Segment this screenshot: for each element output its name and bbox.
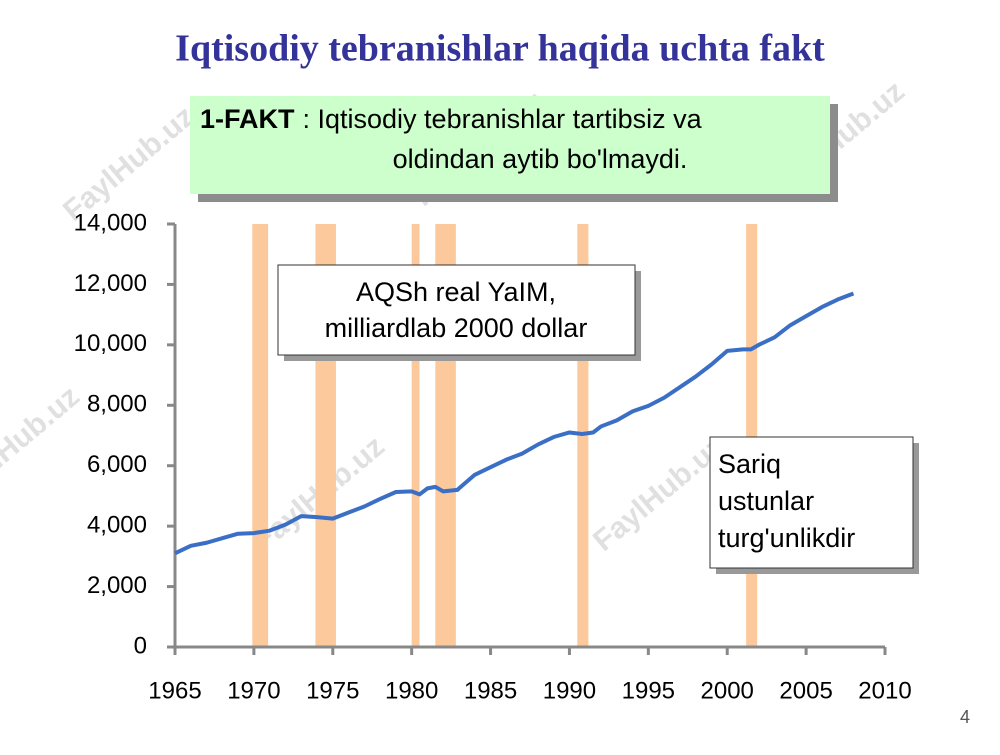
x-tick-label: 1970 xyxy=(227,677,280,704)
x-tick-label: 1990 xyxy=(543,677,596,704)
x-tick-label: 1980 xyxy=(385,677,438,704)
annotation-text: ustunlar xyxy=(718,486,814,516)
annotation-text: milliardlab 2000 dollar xyxy=(325,313,588,343)
y-tick-label: 6,000 xyxy=(87,451,147,478)
x-tick-label: 1965 xyxy=(148,677,201,704)
x-tick-label: 2000 xyxy=(701,677,754,704)
chart: 0 2,000 4,000 6,000 8,000 10,000 12,000 14,000 1… xyxy=(74,209,919,704)
y-tick-label: 2,000 xyxy=(87,572,147,599)
annotation-text: AQSh real YaIM, xyxy=(356,277,556,307)
watermark: FaylHub.uz xyxy=(0,380,86,508)
annotation-text: turg'unlikdir xyxy=(718,523,855,553)
y-tick-label: 0 xyxy=(134,632,147,659)
annotation-box xyxy=(709,436,914,569)
fact-text: 1-FAKT : Iqtisodiy tebranishlar tartibsiz… xyxy=(200,104,703,134)
annotation-text: Sariq xyxy=(718,449,781,479)
y-tick-label: 4,000 xyxy=(87,511,147,538)
recession-band xyxy=(746,224,758,647)
fact-line: oldindan aytib bo'lmaydi. xyxy=(393,144,688,174)
x-tick-label: 1985 xyxy=(464,677,517,704)
x-tick-label: 2010 xyxy=(858,677,911,704)
watermark: FaylHub.uz xyxy=(587,430,731,558)
annotation-box xyxy=(277,264,636,356)
fact-box xyxy=(190,96,830,194)
x-tick-label: 1995 xyxy=(622,677,675,704)
recession-band xyxy=(411,224,420,647)
gdp-line xyxy=(174,291,855,556)
x-tick-label: 2005 xyxy=(779,677,832,704)
slide-title: Iqtisodiy tebranishlar haqida uchta fakt xyxy=(175,28,825,70)
y-tick-label: 8,000 xyxy=(87,391,147,418)
page-number: 4 xyxy=(960,707,970,727)
y-tick-label: 10,000 xyxy=(74,330,147,357)
x-tick-label: 1975 xyxy=(306,677,359,704)
y-tick-label: 12,000 xyxy=(74,270,147,297)
fact-line: : Iqtisodiy tebranishlar tartibsiz va xyxy=(303,104,703,134)
recession-band xyxy=(252,224,269,647)
fact-label: 1-FAKT xyxy=(200,104,295,134)
y-tick-label: 14,000 xyxy=(74,209,147,236)
